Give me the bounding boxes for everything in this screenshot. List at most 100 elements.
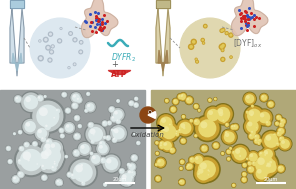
Circle shape <box>104 183 105 185</box>
Circle shape <box>157 131 165 138</box>
Circle shape <box>57 38 62 44</box>
Circle shape <box>250 129 257 136</box>
Circle shape <box>267 163 270 166</box>
Circle shape <box>220 114 224 119</box>
Circle shape <box>68 173 70 175</box>
Circle shape <box>155 175 162 182</box>
Circle shape <box>117 100 118 101</box>
Circle shape <box>185 96 194 105</box>
Circle shape <box>52 161 59 168</box>
Circle shape <box>179 181 180 182</box>
Circle shape <box>89 123 91 125</box>
Circle shape <box>36 105 59 128</box>
Circle shape <box>70 159 96 186</box>
Circle shape <box>134 96 139 101</box>
Circle shape <box>156 113 176 133</box>
Circle shape <box>190 158 192 160</box>
Circle shape <box>231 150 237 155</box>
Circle shape <box>38 97 42 101</box>
Circle shape <box>251 131 253 133</box>
Circle shape <box>238 147 243 152</box>
Circle shape <box>277 136 292 152</box>
Circle shape <box>189 118 194 123</box>
Circle shape <box>20 147 22 149</box>
Circle shape <box>277 132 279 134</box>
Circle shape <box>105 134 112 141</box>
Circle shape <box>18 172 24 177</box>
Circle shape <box>24 95 38 109</box>
Circle shape <box>179 166 184 171</box>
Circle shape <box>45 152 50 157</box>
Circle shape <box>266 100 275 109</box>
Circle shape <box>249 110 254 116</box>
Circle shape <box>180 18 240 78</box>
Circle shape <box>281 119 283 121</box>
Circle shape <box>218 43 225 50</box>
Circle shape <box>174 132 180 137</box>
Circle shape <box>75 165 83 172</box>
Circle shape <box>90 139 95 144</box>
Circle shape <box>191 39 197 45</box>
Circle shape <box>129 101 131 103</box>
Circle shape <box>99 142 102 144</box>
Circle shape <box>276 122 277 124</box>
Polygon shape <box>156 0 170 8</box>
Circle shape <box>89 151 94 156</box>
Circle shape <box>253 133 260 141</box>
Circle shape <box>213 97 217 101</box>
Circle shape <box>67 66 71 69</box>
Circle shape <box>156 152 157 153</box>
Circle shape <box>264 163 271 170</box>
Circle shape <box>204 25 207 27</box>
Circle shape <box>52 45 54 48</box>
Circle shape <box>280 139 290 149</box>
Circle shape <box>92 133 97 138</box>
Circle shape <box>194 104 198 109</box>
Circle shape <box>255 155 274 175</box>
Circle shape <box>223 119 224 121</box>
Circle shape <box>6 146 11 151</box>
Circle shape <box>246 150 260 164</box>
Circle shape <box>81 145 85 149</box>
Circle shape <box>171 107 173 109</box>
Circle shape <box>197 167 210 180</box>
Circle shape <box>93 134 96 137</box>
Circle shape <box>222 119 226 123</box>
Circle shape <box>6 146 11 151</box>
Circle shape <box>278 135 286 143</box>
Circle shape <box>213 97 217 101</box>
Circle shape <box>53 117 55 119</box>
Circle shape <box>200 144 208 153</box>
Circle shape <box>242 162 248 168</box>
Circle shape <box>53 160 58 165</box>
Circle shape <box>263 149 273 159</box>
Circle shape <box>85 101 96 113</box>
Circle shape <box>119 171 134 187</box>
Circle shape <box>194 58 198 61</box>
Circle shape <box>101 158 106 163</box>
Circle shape <box>255 108 274 127</box>
Circle shape <box>52 115 58 122</box>
Circle shape <box>76 97 82 103</box>
Circle shape <box>64 155 68 159</box>
Circle shape <box>170 106 177 113</box>
Circle shape <box>170 148 175 153</box>
Circle shape <box>206 168 213 175</box>
Circle shape <box>18 159 24 165</box>
Circle shape <box>105 160 109 164</box>
Circle shape <box>193 154 205 166</box>
Circle shape <box>18 159 21 162</box>
Circle shape <box>80 144 90 154</box>
Circle shape <box>18 130 22 134</box>
Circle shape <box>243 117 262 136</box>
Circle shape <box>253 165 270 182</box>
Circle shape <box>86 91 91 97</box>
Circle shape <box>214 143 216 146</box>
Circle shape <box>54 108 61 114</box>
Circle shape <box>106 161 107 162</box>
Circle shape <box>131 176 133 179</box>
Circle shape <box>22 151 31 160</box>
Circle shape <box>248 132 255 140</box>
Circle shape <box>279 117 283 121</box>
Circle shape <box>154 162 159 167</box>
